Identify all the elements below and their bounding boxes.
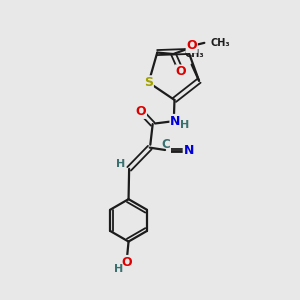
Text: N: N: [183, 144, 194, 157]
Text: H: H: [115, 264, 124, 274]
Text: O: O: [186, 39, 197, 52]
Text: O: O: [136, 105, 146, 118]
Text: O: O: [122, 256, 132, 269]
Text: O: O: [176, 65, 186, 78]
Text: N: N: [170, 115, 181, 128]
Text: CH₃: CH₃: [184, 49, 204, 59]
Text: S: S: [144, 76, 153, 89]
Text: CH₃: CH₃: [211, 38, 230, 48]
Text: H: H: [180, 120, 189, 130]
Text: C: C: [161, 138, 170, 151]
Text: H: H: [116, 158, 125, 169]
